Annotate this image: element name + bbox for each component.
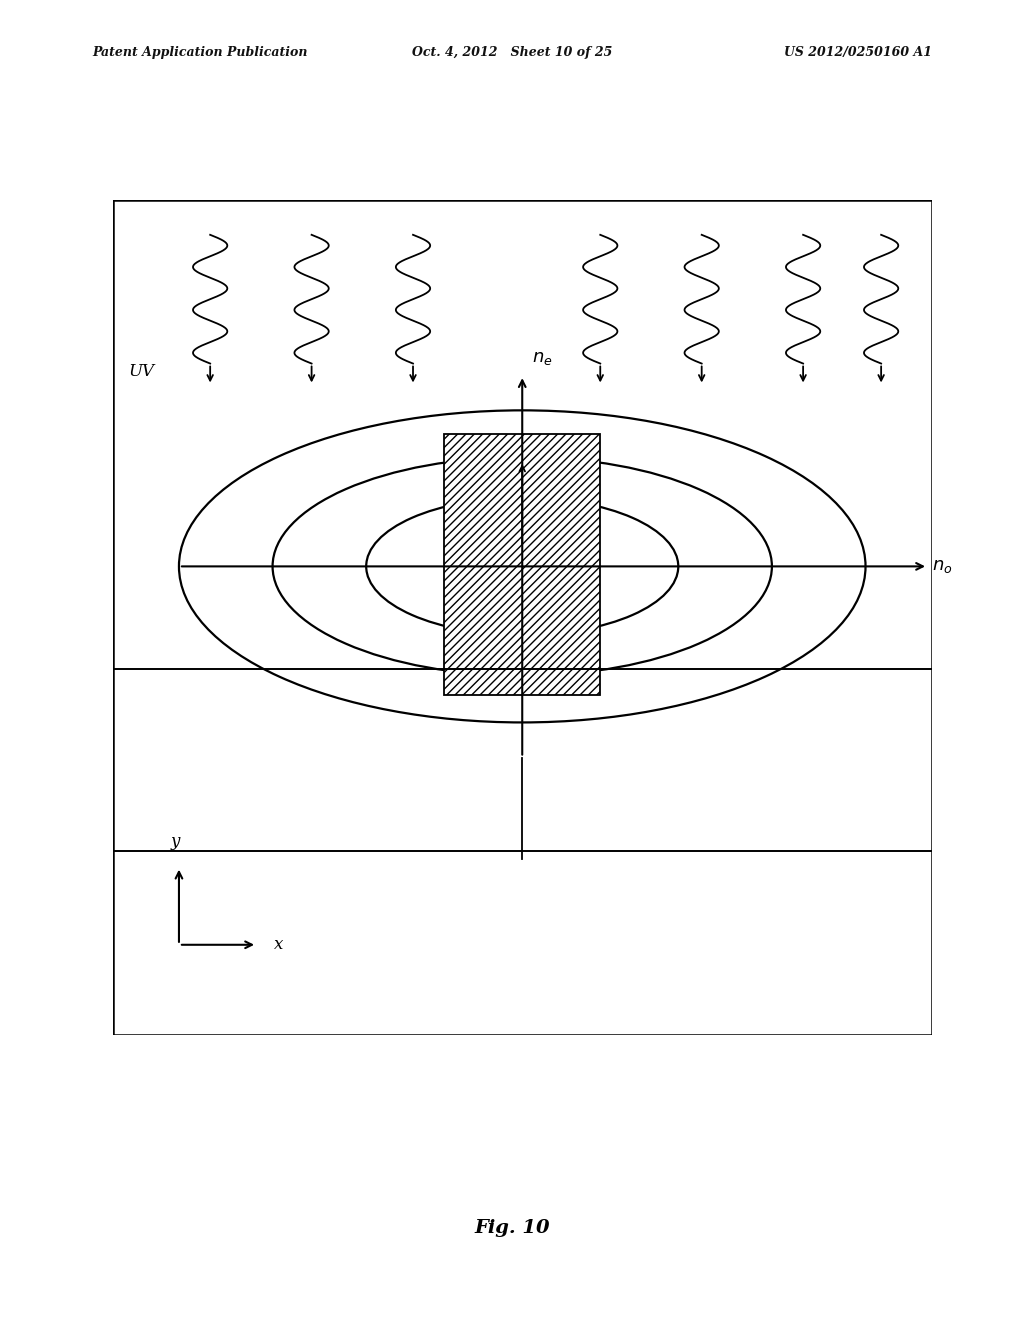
Text: $n_e$: $n_e$ — [531, 350, 552, 367]
Text: US 2012/0250160 A1: US 2012/0250160 A1 — [783, 46, 932, 59]
Text: Patent Application Publication: Patent Application Publication — [92, 46, 307, 59]
Text: Oct. 4, 2012   Sheet 10 of 25: Oct. 4, 2012 Sheet 10 of 25 — [412, 46, 612, 59]
Text: Fig. 10: Fig. 10 — [474, 1218, 550, 1237]
Text: x: x — [274, 936, 284, 953]
Bar — [444, 434, 600, 696]
Text: UV: UV — [128, 363, 155, 380]
Text: $n_o$: $n_o$ — [932, 557, 952, 576]
Text: y: y — [170, 833, 180, 850]
